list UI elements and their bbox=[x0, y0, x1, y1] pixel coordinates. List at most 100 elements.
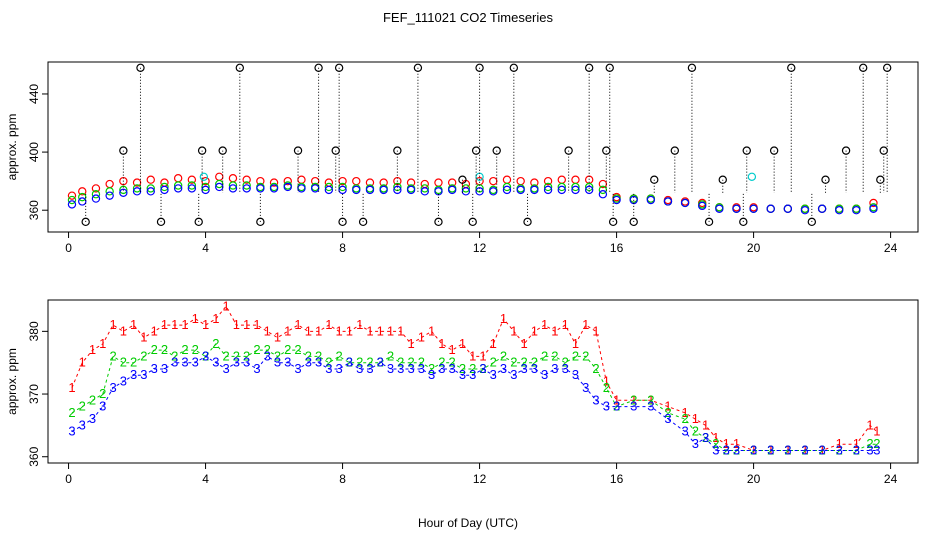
data-point bbox=[492, 146, 501, 155]
data-point bbox=[334, 63, 344, 73]
data-point bbox=[821, 175, 830, 184]
data-point: 1 bbox=[428, 323, 435, 338]
data-point: 3 bbox=[336, 361, 343, 376]
data-point bbox=[105, 187, 114, 196]
data-point: 2 bbox=[284, 342, 291, 357]
data-point: 3 bbox=[500, 361, 507, 376]
data-point bbox=[769, 146, 779, 155]
data-point: 1 bbox=[510, 323, 517, 338]
data-point bbox=[516, 176, 525, 186]
data-point: 2 bbox=[562, 355, 569, 370]
data-point bbox=[283, 176, 292, 186]
data-point bbox=[447, 185, 457, 195]
plot-area: 111 11 1 11 1 1 1 1 1 1 111 1 1 1 1 1 1 1 1 1 1 1 1 1 1 1 11 1 11 1 11… bbox=[68, 300, 880, 457]
data-point: 3 bbox=[284, 355, 291, 370]
data-point: 1 bbox=[438, 336, 445, 351]
data-point bbox=[602, 146, 611, 155]
data-point: 2 bbox=[130, 355, 137, 370]
data-point: 1 bbox=[284, 323, 291, 338]
data-point: 2 bbox=[582, 348, 589, 363]
data-point bbox=[629, 217, 638, 227]
data-point: 2 bbox=[89, 392, 96, 407]
data-point: 2 bbox=[274, 348, 281, 363]
data-point: 1 bbox=[572, 336, 579, 351]
plot-area bbox=[67, 63, 892, 227]
data-point: 1 bbox=[274, 330, 281, 345]
data-point bbox=[269, 184, 279, 193]
series-line bbox=[71, 305, 878, 451]
data-point: 3 bbox=[866, 442, 873, 457]
data-point: 1 bbox=[531, 323, 538, 338]
data-point bbox=[314, 63, 323, 73]
data-point bbox=[489, 187, 498, 196]
x-tick-label: 24 bbox=[884, 472, 898, 486]
data-point bbox=[293, 146, 303, 155]
data-point: 1 bbox=[68, 380, 75, 395]
data-point: 3 bbox=[592, 392, 599, 407]
data-point bbox=[406, 185, 416, 195]
data-point: 3 bbox=[418, 361, 425, 376]
data-point bbox=[879, 146, 888, 155]
data-point bbox=[242, 184, 251, 193]
data-point: 2 bbox=[161, 342, 168, 357]
data-point: 2 bbox=[490, 355, 497, 370]
series-line bbox=[71, 343, 877, 451]
data-point: 1 bbox=[712, 430, 719, 445]
data-point: 1 bbox=[151, 323, 158, 338]
data-point bbox=[365, 185, 375, 195]
data-point: 1 bbox=[407, 336, 414, 351]
plot-frame bbox=[47, 299, 919, 464]
data-point: 3 bbox=[801, 442, 808, 457]
data-point: 2 bbox=[681, 411, 688, 426]
data-point bbox=[584, 63, 594, 73]
data-point: 3 bbox=[346, 355, 353, 370]
data-point: 3 bbox=[692, 436, 699, 451]
data-point bbox=[105, 191, 114, 200]
data-point bbox=[393, 146, 402, 155]
data-point bbox=[608, 217, 618, 227]
data-point: 1 bbox=[866, 417, 873, 432]
data-point: 3 bbox=[702, 430, 709, 445]
data-point bbox=[557, 175, 566, 184]
data-point: 1 bbox=[469, 348, 476, 363]
data-point: 2 bbox=[151, 342, 158, 357]
data-point: 3 bbox=[233, 355, 240, 370]
data-point bbox=[564, 146, 573, 155]
data-point: 3 bbox=[836, 442, 843, 457]
data-point bbox=[475, 187, 484, 196]
data-point bbox=[235, 63, 245, 73]
data-point bbox=[882, 63, 892, 73]
data-point bbox=[173, 181, 183, 190]
data-point bbox=[704, 217, 714, 227]
data-point: 1 bbox=[99, 336, 106, 351]
data-point: 3 bbox=[151, 361, 158, 376]
data-point bbox=[197, 146, 207, 155]
data-point: 2 bbox=[140, 348, 147, 363]
data-point bbox=[67, 195, 77, 205]
data-point: 3 bbox=[603, 399, 610, 414]
top-panel: 0 4 8 12 16 20 24 360 400 440 approx. ppm bbox=[5, 61, 919, 255]
data-point: 2 bbox=[818, 442, 825, 457]
data-point bbox=[78, 187, 87, 196]
y-tick-label: 370 bbox=[27, 384, 41, 404]
data-point: 1 bbox=[723, 436, 730, 451]
data-point: 3 bbox=[551, 361, 558, 376]
data-point: 3 bbox=[397, 361, 404, 376]
data-point bbox=[557, 185, 566, 195]
data-point: 2 bbox=[356, 355, 363, 370]
data-point: 3 bbox=[449, 361, 456, 376]
data-point: 2 bbox=[325, 355, 332, 370]
data-point bbox=[543, 185, 553, 195]
y-axis-label: approx. ppm bbox=[5, 348, 19, 415]
data-point: 3 bbox=[89, 411, 96, 426]
data-point: 2 bbox=[784, 442, 791, 457]
data-point bbox=[379, 185, 388, 195]
data-point: 3 bbox=[366, 361, 373, 376]
data-point bbox=[434, 217, 443, 227]
series-standards bbox=[81, 63, 892, 227]
data-point: 3 bbox=[490, 367, 497, 382]
data-point bbox=[876, 175, 885, 184]
data-point bbox=[663, 197, 673, 206]
data-point bbox=[543, 176, 553, 186]
data-point: 1 bbox=[664, 399, 671, 414]
